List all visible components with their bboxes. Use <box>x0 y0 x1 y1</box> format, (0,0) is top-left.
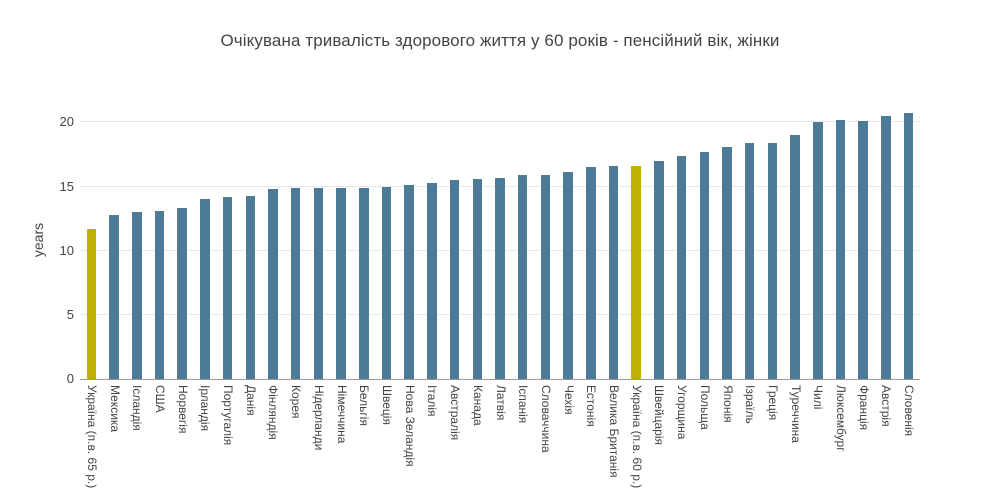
x-tick-label: Італія <box>425 385 440 417</box>
x-tick-label: Австралія <box>448 385 463 441</box>
bar[interactable] <box>676 155 687 379</box>
bar[interactable] <box>313 187 324 379</box>
x-tick-label: Швеція <box>379 385 394 425</box>
x-tick-label: Норвегія <box>175 385 190 434</box>
x-tick-label: Люксембург <box>834 385 849 452</box>
bar[interactable] <box>767 142 778 379</box>
bar[interactable] <box>881 116 891 379</box>
bar[interactable] <box>404 185 414 379</box>
y-tick-label: 0 <box>66 371 74 386</box>
bar[interactable] <box>631 166 641 379</box>
bar[interactable] <box>472 178 483 379</box>
x-tick-label: Україна (п.в. 65 р.) <box>84 385 99 489</box>
bar[interactable] <box>654 160 664 379</box>
bar[interactable] <box>177 208 187 379</box>
bar[interactable] <box>858 121 868 379</box>
bar[interactable] <box>132 212 142 379</box>
bar[interactable] <box>222 196 233 379</box>
x-tick-label: Швейцарія <box>652 385 667 445</box>
bar[interactable] <box>835 119 846 379</box>
x-tick-label: Греція <box>765 385 780 421</box>
bar[interactable] <box>86 228 97 379</box>
bar[interactable] <box>790 135 800 379</box>
x-tick-label: Мексика <box>107 385 122 433</box>
bar[interactable] <box>336 187 346 379</box>
x-tick-label: Канада <box>470 385 485 426</box>
bar[interactable] <box>200 199 210 379</box>
bar[interactable] <box>608 166 619 379</box>
x-tick-label: Японія <box>720 385 735 423</box>
x-tick-label: Словенія <box>902 385 917 437</box>
bar[interactable] <box>586 167 596 379</box>
bar[interactable] <box>722 146 732 379</box>
x-tick-label: Нова Зеландія <box>402 385 417 467</box>
x-tick-label: Естонія <box>584 385 599 427</box>
x-tick-label: Португалія <box>221 385 236 446</box>
bar[interactable] <box>109 214 119 379</box>
x-tick-label: Бельгія <box>357 385 372 426</box>
bar[interactable] <box>744 142 755 379</box>
x-tick-label: Велика Британія <box>607 385 621 478</box>
bar[interactable] <box>813 122 823 379</box>
bar[interactable] <box>903 113 914 379</box>
y-tick-label: 20 <box>59 114 74 130</box>
x-axis-line <box>80 378 920 380</box>
chart-title: Очікувана тривалість здорового життя у 6… <box>220 31 780 50</box>
x-tick-label: Ізраїль <box>743 385 758 424</box>
x-tick-label: Іспанія <box>516 385 531 424</box>
x-tick-label: Франція <box>856 385 871 431</box>
x-tick-label: Нідерланди <box>311 385 326 451</box>
x-tick-label: Ірландія <box>198 385 213 432</box>
y-tick-label: 10 <box>59 242 74 258</box>
x-tick-label: Ісландія <box>130 385 145 431</box>
y-tick-label: 15 <box>59 178 74 194</box>
bar[interactable] <box>517 175 528 379</box>
bar[interactable] <box>381 186 392 379</box>
bar[interactable] <box>359 187 369 379</box>
x-tick-label: Чилі <box>811 385 826 410</box>
plot-area <box>80 100 920 380</box>
x-tick-label: Австрія <box>879 385 894 427</box>
x-tick-label: США <box>152 385 167 413</box>
x-tick-label: Латвія <box>493 385 508 421</box>
gridline <box>80 121 920 123</box>
bar[interactable] <box>540 175 551 379</box>
x-tick-label: Чехія <box>561 385 576 415</box>
x-tick-label: Туреччина <box>788 385 803 443</box>
bar[interactable] <box>449 180 460 379</box>
bar[interactable] <box>245 195 256 379</box>
bar[interactable] <box>495 177 505 379</box>
bar[interactable] <box>699 151 710 379</box>
x-tick-label: Фінляндія <box>266 385 281 440</box>
bar[interactable] <box>268 189 278 379</box>
x-tick-label: Україна (п.в. 60 р.) <box>629 385 644 489</box>
bar[interactable] <box>290 187 301 379</box>
y-tick-label: 5 <box>66 306 74 322</box>
x-tick-label: Словаччина <box>538 385 553 453</box>
bar[interactable] <box>154 210 165 379</box>
x-tick-label: Польща <box>697 385 712 430</box>
x-tick-label: Корея <box>289 385 304 419</box>
x-tick-label: Угорщина <box>675 385 690 440</box>
x-tick-label: Німеччина <box>334 385 349 444</box>
x-tick-label: Данія <box>243 385 258 416</box>
bar[interactable] <box>563 172 573 379</box>
bar[interactable] <box>427 182 437 379</box>
